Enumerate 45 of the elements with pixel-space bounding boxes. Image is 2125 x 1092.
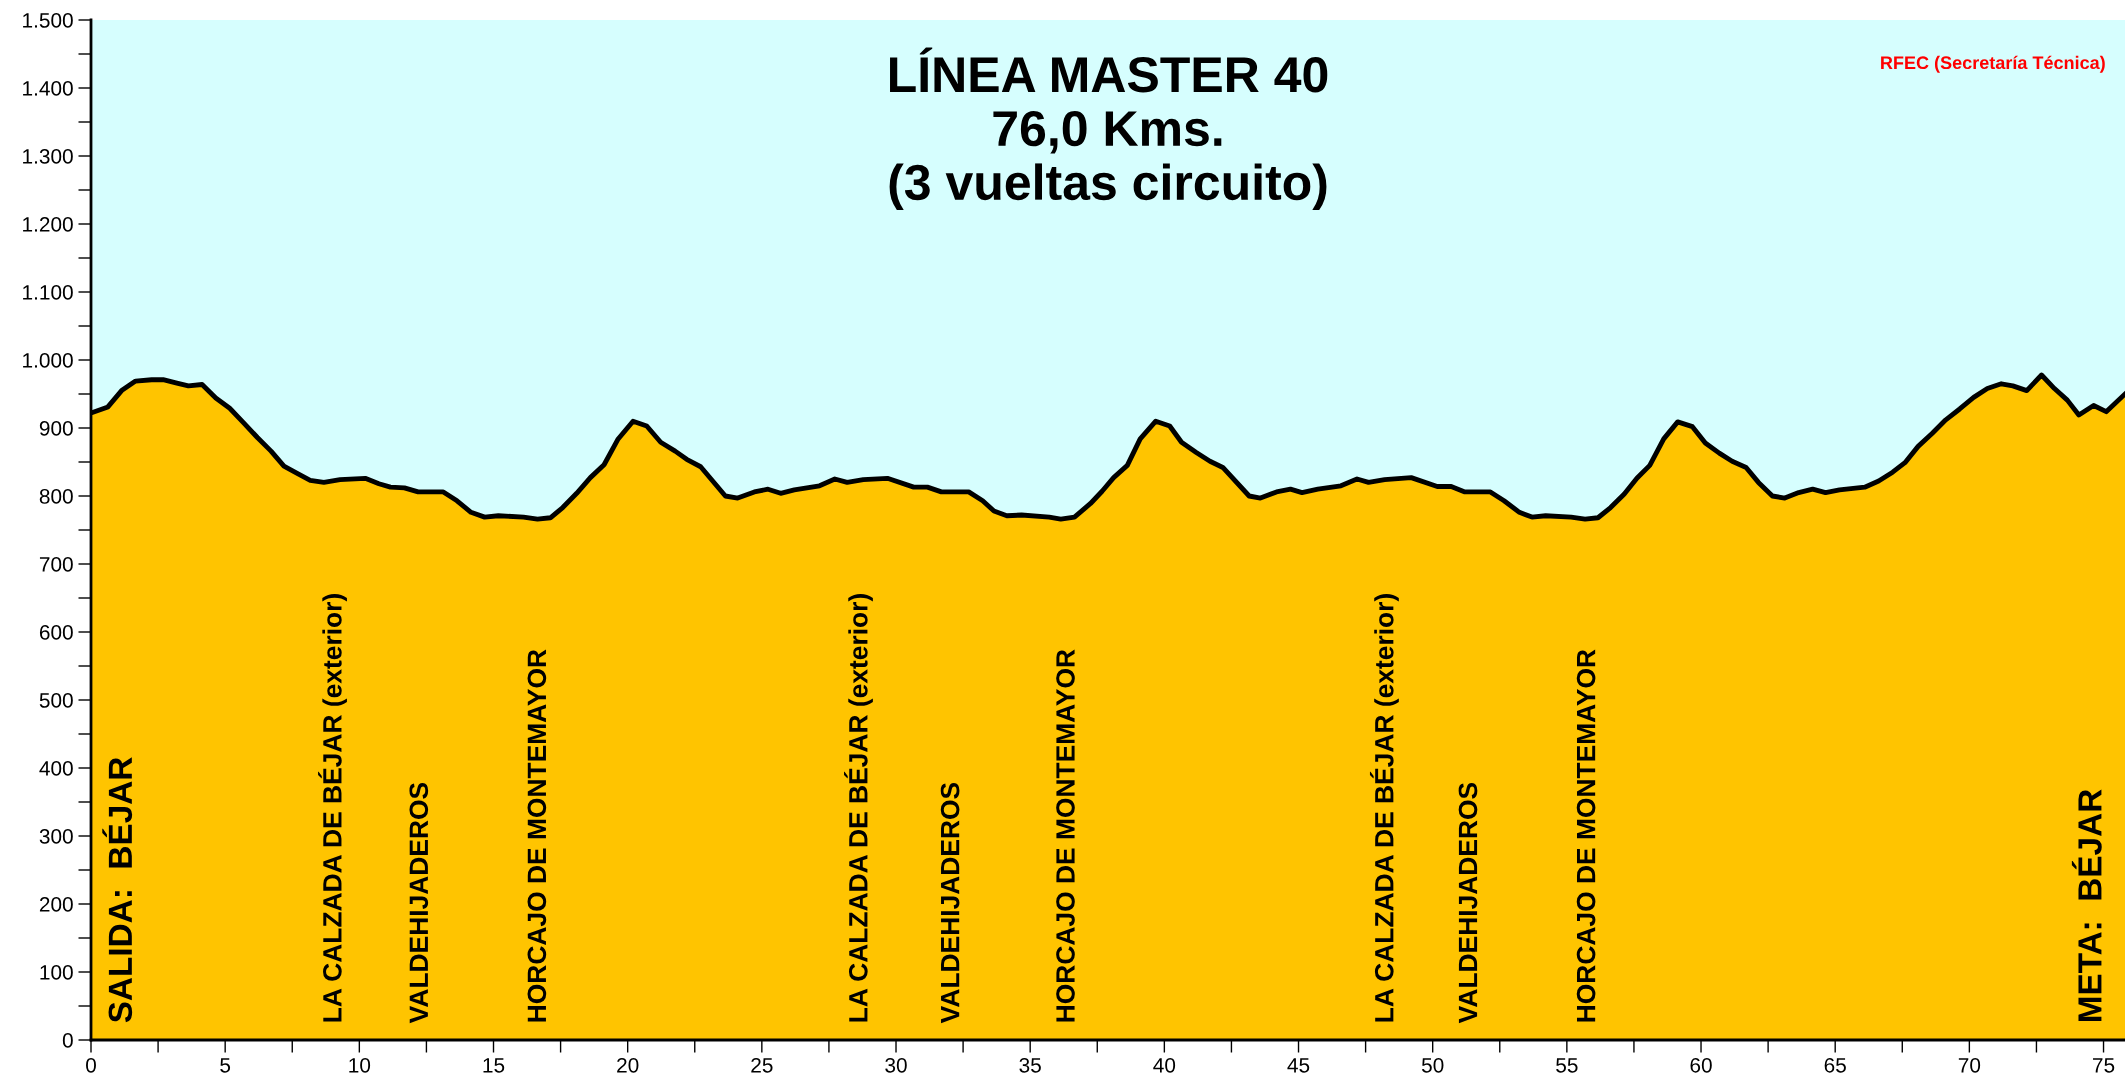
x-tick-label: 15 [483,1058,505,1073]
x-tick-label: 60 [1690,1057,1712,1073]
y-tick-label: 300 [39,829,73,844]
y-tick-label: 1.100 [23,285,73,300]
y-tick-label: 900 [39,421,73,436]
x-tick-label: 65 [1824,1057,1846,1073]
x-tick-label: 0 [86,1057,96,1073]
y-tick-label: 700 [39,557,73,572]
annotation: VALDEHIJADEROS [1458,782,1478,1024]
annotation: VALDEHIJADEROS [409,782,429,1024]
y-tick-label: 600 [39,625,73,640]
annotation: META: BÉJAR [2071,789,2102,1022]
annotation: HORCAJO DE MONTEMAYOR [527,649,547,1022]
y-tick-label: 1.000 [23,353,73,368]
y-tick-label: 1.400 [23,81,73,96]
annotation: RFEC (Secretaría Técnica) [1881,55,2105,73]
x-tick-label: 75 [2093,1058,2115,1073]
x-tick-label: 40 [1153,1057,1176,1073]
x-tick-label: 45 [1287,1058,1310,1073]
y-tick-label: 800 [39,489,73,504]
annotation: HORCAJO DE MONTEMAYOR [1056,649,1075,1022]
annotation: LA CALZADA DE BÉJAR (exterior) [318,594,347,1022]
y-tick-label: 200 [39,897,73,912]
annotation: LA CALZADA DE BÉJAR (exterior) [1369,594,1399,1022]
y-tick-label: 100 [40,965,73,980]
y-tick-label: 500 [39,693,73,708]
y-tick-label: 1.300 [23,149,73,164]
x-tick-label: 30 [885,1057,907,1073]
annotation: HORCAJO DE MONTEMAYOR [1576,649,1596,1022]
x-tick-label: 70 [1958,1057,1981,1073]
x-tick-label: 55 [1556,1058,1578,1073]
annotation: SALIDA: BÉJAR [102,757,133,1023]
y-tick-label: 1.200 [23,217,73,232]
annotation: LA CALZADA DE BÉJAR (exterior) [844,594,873,1022]
annotation: VALDEHIJADEROS [940,782,960,1024]
x-tick-label: 35 [1019,1057,1041,1073]
x-tick-label: 20 [617,1057,639,1073]
y-tick-label: 0 [62,1033,73,1048]
x-tick-label: 25 [751,1057,773,1073]
x-tick-label: 10 [349,1057,371,1073]
text: LÍNEA MASTER 40 76,0 Kms. (3 vueltas circuito) [889,47,1328,211]
x-tick-label: 50 [1421,1057,1444,1073]
x-tick-label: 5 [220,1058,231,1073]
y-tick-label: 400 [39,761,73,776]
y-tick-label: 1.500 [23,13,73,28]
